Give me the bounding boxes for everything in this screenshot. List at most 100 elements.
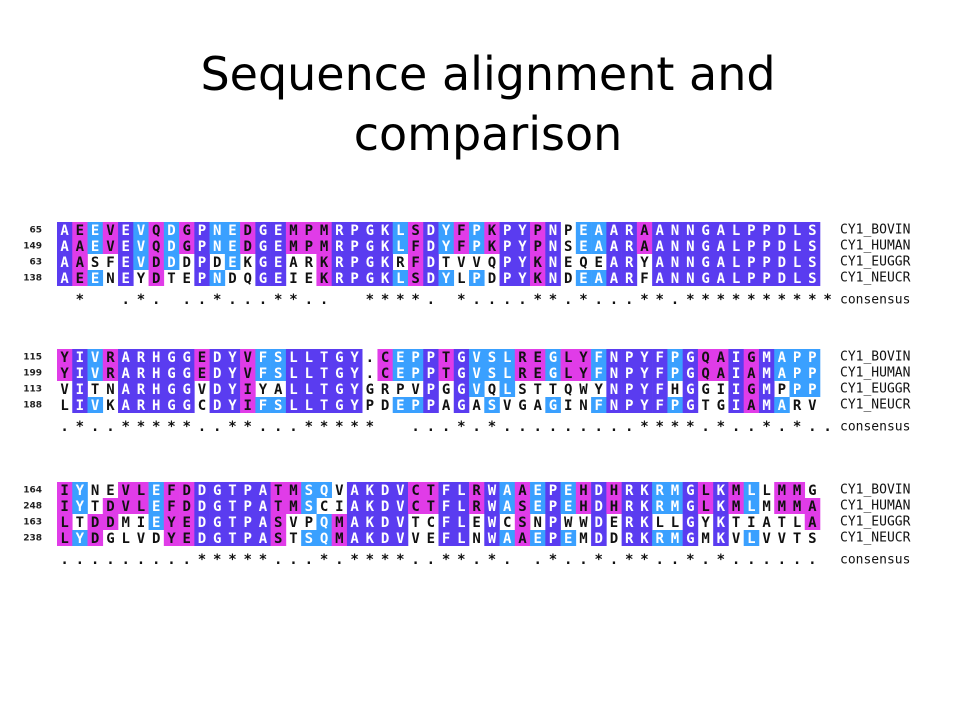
residue-cell xyxy=(697,482,714,498)
residue-cell xyxy=(484,238,500,254)
residue-cell xyxy=(163,397,180,413)
residue-cell xyxy=(148,498,165,514)
residue-cell xyxy=(270,238,287,254)
residue-cell xyxy=(469,482,485,498)
residue-cell xyxy=(697,270,714,286)
residue-cell xyxy=(514,222,531,238)
residue-cell xyxy=(484,514,500,530)
residue-cell xyxy=(209,514,226,530)
residue-cell xyxy=(667,222,683,238)
residue-cell xyxy=(758,222,775,238)
residue-cell xyxy=(331,238,348,254)
residue-cell xyxy=(407,498,424,514)
residue-cell xyxy=(514,482,531,498)
residue-cell xyxy=(285,365,302,381)
residue-cell xyxy=(636,365,653,381)
residue-cell xyxy=(469,498,485,514)
residue-cell xyxy=(377,238,394,254)
residue-cell xyxy=(301,530,317,546)
residue-cell xyxy=(255,349,271,365)
residue-cell xyxy=(346,270,363,286)
residue-cell xyxy=(713,254,729,270)
residue-cell xyxy=(774,270,790,286)
residue-cell xyxy=(560,482,577,498)
residue-cell xyxy=(133,349,149,365)
residue-cell xyxy=(346,530,363,546)
residue-cell xyxy=(713,530,729,546)
residue-cell xyxy=(499,270,516,286)
residue-cell xyxy=(621,349,638,365)
residue-cell xyxy=(148,254,165,270)
consensus-label: consensus xyxy=(840,420,910,435)
residue-cell xyxy=(194,365,210,381)
residue-cell xyxy=(148,514,165,530)
residue-cell xyxy=(224,381,241,397)
residue-cell xyxy=(667,270,683,286)
residue-cell xyxy=(240,381,256,397)
residue-cell xyxy=(499,238,516,254)
residue-cell xyxy=(392,514,409,530)
residue-cell xyxy=(270,270,287,286)
residue-cell xyxy=(270,514,287,530)
residue-cell xyxy=(362,238,378,254)
residue-cell xyxy=(362,514,378,530)
residue-cell xyxy=(423,365,439,381)
residue-cell xyxy=(209,270,226,286)
residue-cell xyxy=(621,254,638,270)
residue-cell xyxy=(255,397,271,413)
residue-cell xyxy=(377,349,394,365)
residue-cell xyxy=(255,222,271,238)
residue-cell xyxy=(316,397,332,413)
residue-cell xyxy=(57,530,73,546)
residue-cell xyxy=(697,254,714,270)
residue-cell xyxy=(194,349,210,365)
residue-cell xyxy=(499,254,516,270)
sequence: * . *. .. *... * *.. * * * *. *.... * *. *... * *. * *… xyxy=(76,292,832,308)
residue-cell xyxy=(224,365,241,381)
residue-cell xyxy=(804,514,821,530)
residue-cell xyxy=(682,381,699,397)
residue-cell xyxy=(652,530,668,546)
residue-cell xyxy=(743,238,760,254)
residue-cell xyxy=(621,498,638,514)
residue-cell xyxy=(682,270,699,286)
residue-cell xyxy=(301,498,317,514)
residue-cell xyxy=(148,222,165,238)
residue-cell xyxy=(57,498,73,514)
residue-cell xyxy=(697,222,714,238)
residue-cell xyxy=(591,222,607,238)
residue-cell xyxy=(209,381,226,397)
residue-cell xyxy=(346,514,363,530)
residue-cell xyxy=(285,498,302,514)
residue-cell xyxy=(774,254,790,270)
residue-cell xyxy=(453,514,470,530)
residue-cell xyxy=(606,270,622,286)
sequence-name: CY1_BOVIN xyxy=(840,223,910,238)
residue-cell xyxy=(255,498,271,514)
residue-cell xyxy=(713,498,729,514)
residue-cell xyxy=(255,514,271,530)
residue-cell xyxy=(682,349,699,365)
residue-cell xyxy=(575,238,592,254)
sequence-name: CY1_EUGGR xyxy=(840,382,911,397)
residue-cell xyxy=(682,482,699,498)
residue-cell xyxy=(743,397,760,413)
residue-cell xyxy=(469,238,485,254)
residue-cell xyxy=(209,238,226,254)
residue-cell xyxy=(652,238,668,254)
residue-cell xyxy=(316,270,332,286)
residue-cell xyxy=(743,381,760,397)
residue-cell xyxy=(224,482,241,498)
residue-cell xyxy=(423,270,439,286)
residue-cell xyxy=(682,254,699,270)
residue-cell xyxy=(530,270,546,286)
residue-cell xyxy=(652,397,668,413)
residue-cell xyxy=(591,397,607,413)
residue-cell xyxy=(224,498,241,514)
residue-cell xyxy=(148,381,165,397)
residue-cell xyxy=(469,222,485,238)
